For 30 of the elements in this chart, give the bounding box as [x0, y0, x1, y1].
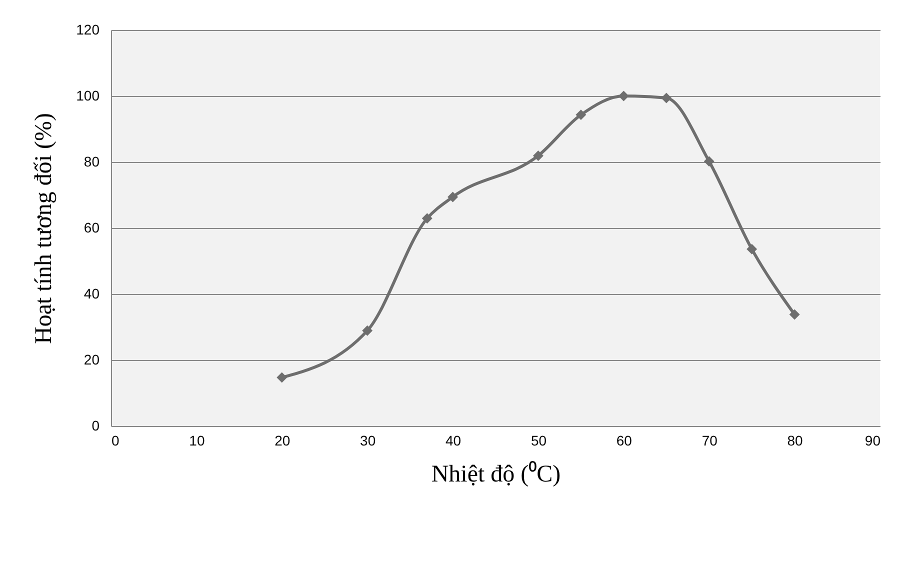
point — [532, 150, 544, 161]
x-tick-label: 50 — [530, 432, 547, 448]
point — [422, 213, 432, 224]
point — [362, 325, 373, 336]
point — [448, 192, 458, 202]
point — [661, 92, 672, 104]
x-tick-label: 70 — [702, 432, 718, 448]
point — [618, 90, 629, 102]
x-tick-label: 40 — [445, 432, 462, 448]
x-tick-label: 60 — [616, 432, 632, 448]
y-tick-label: 40 — [84, 286, 100, 302]
x-tick-label: 30 — [360, 432, 376, 448]
x-tick-label: 0 — [112, 432, 120, 448]
y-tick-label: 80 — [84, 154, 100, 170]
x-tick-label: 20 — [274, 432, 290, 448]
y-tick-label: 0 — [92, 418, 100, 434]
y-tick-label: 100 — [76, 88, 100, 104]
y-tick-label: 20 — [84, 352, 100, 368]
y-tick-label: 120 — [76, 22, 100, 38]
point — [789, 309, 800, 320]
y-tick-label: 60 — [84, 220, 100, 236]
x-tick-label: 80 — [787, 432, 804, 448]
x-tick-label: 90 — [864, 432, 881, 448]
y-axis-title: Hoạt tính tương đối (%) — [31, 113, 58, 344]
point — [276, 372, 288, 383]
x-tick-label: 10 — [189, 432, 205, 448]
point — [576, 110, 586, 120]
x-axis-title: Nhiệt độ (⁰C) — [431, 460, 561, 488]
point — [746, 244, 758, 254]
point — [704, 156, 714, 167]
